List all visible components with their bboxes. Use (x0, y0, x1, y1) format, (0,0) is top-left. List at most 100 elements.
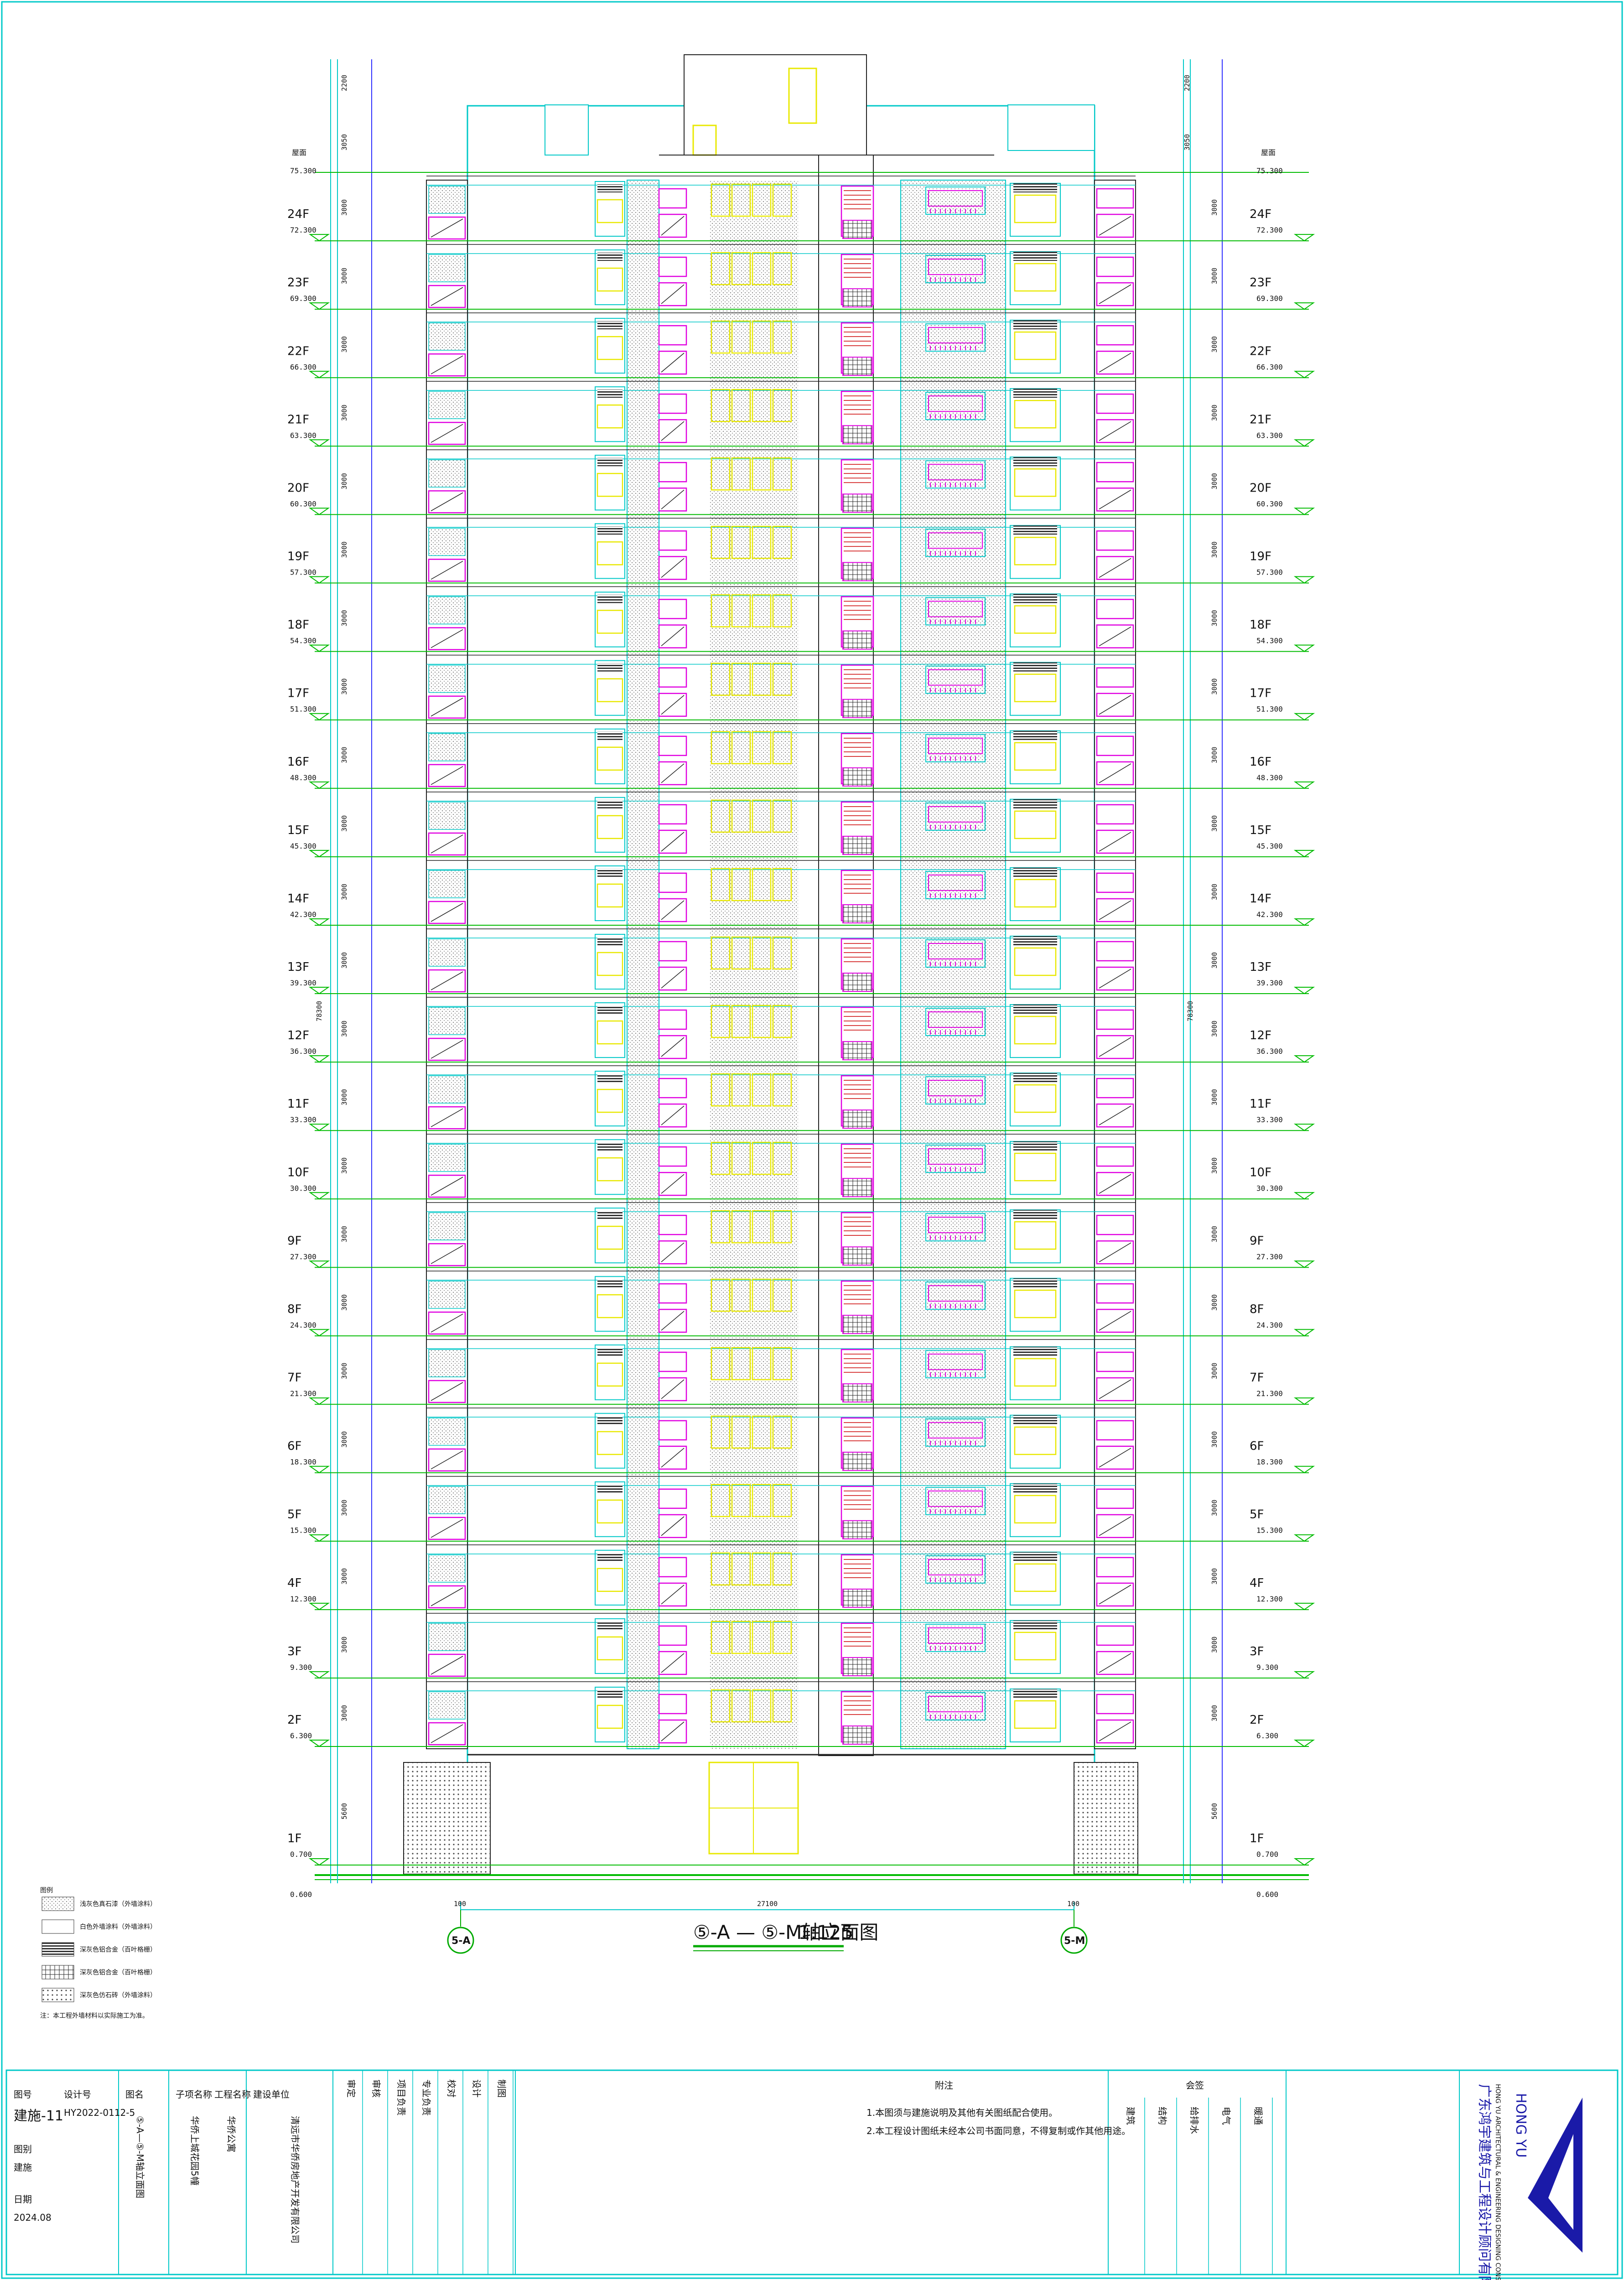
level-mark-left (308, 644, 330, 652)
level-mark-left (308, 439, 330, 447)
level-elev-left-16F: 48.300 (290, 773, 316, 782)
edge-dim-left: 100 (454, 1900, 466, 1908)
level-elev-right-3F: 9.300 (1256, 1663, 1278, 1672)
roof-window (788, 67, 817, 124)
typical-floor: 3000 3000 (340, 449, 1219, 513)
level-elev-right-15F: 45.300 (1256, 842, 1283, 850)
floor-dim-left: 3000 (340, 815, 348, 832)
level-elev-left-14F: 42.300 (290, 910, 316, 919)
level-mark-left (308, 850, 330, 858)
signoff-role-4: 校对 (446, 2079, 457, 2098)
floor-dim-left: 3000 (340, 268, 348, 284)
level-name-right-20F: 20F (1250, 481, 1271, 495)
level-elev-left-21F: 63.300 (290, 431, 316, 440)
stamp-role-4: 暖通 (1253, 2107, 1264, 2125)
level-elev-right-23F: 69.300 (1256, 294, 1283, 303)
floor-dim-left: 3000 (340, 1157, 348, 1174)
level-mark-right (1293, 1858, 1315, 1866)
signoff-role-6: 制图 (496, 2079, 507, 2098)
level-mark-left (308, 713, 330, 720)
level-mark-right (1293, 371, 1315, 378)
typical-floor: 3000 3000 (340, 244, 1219, 308)
tb-note-1: 1.本图须与建施说明及其他有关图纸配合使用。 (866, 2107, 1058, 2118)
level-name-right-8F: 8F (1250, 1302, 1264, 1316)
level-mark-left (308, 508, 330, 515)
ground-elev-left: 0.600 (290, 1890, 312, 1899)
level-mark-left (308, 918, 330, 926)
edge-dim-right: 100 (1067, 1900, 1079, 1908)
floor-dim-left: 3000 (340, 952, 348, 969)
level-name-left-16F: 16F (287, 755, 309, 769)
floor-dim-right: 3000 (1210, 1021, 1219, 1037)
level-elev-left-5F: 15.300 (290, 1526, 316, 1535)
level-mark-right (1293, 1671, 1315, 1679)
level-elev-right-1F: 0.700 (1256, 1850, 1278, 1859)
level-name-left-1F: 1F (287, 1832, 302, 1845)
level-name-right-15F: 15F (1250, 824, 1271, 837)
level-elev-left-2F: 6.300 (290, 1731, 312, 1740)
typical-floor: 3000 3000 (340, 176, 1219, 240)
tb-stage-label: 图别 (14, 2144, 32, 2155)
level-name-left-12F: 12F (287, 1029, 309, 1042)
floor-dim-left: 3000 (340, 884, 348, 900)
level-name-right-22F: 22F (1250, 344, 1271, 358)
floor-dim-right: 3000 (1210, 1363, 1219, 1379)
floor-dim-left: 3000 (340, 1021, 348, 1037)
drawing-scale: 1:125 (798, 1921, 853, 1943)
legend-swatch-3 (42, 1942, 74, 1957)
level-name-right-16F: 16F (1250, 755, 1271, 769)
stair-core (818, 155, 874, 1756)
tb-contract-no: HY2022-0112-5 (64, 2107, 135, 2118)
tb-drawing-label: 图名 (125, 2089, 144, 2100)
tb-subproject-name: 华侨上城花园5幢 (189, 2116, 200, 2186)
level-mark-right (1293, 1055, 1315, 1063)
stamp-role-0: 建筑 (1125, 2107, 1136, 2125)
legend-swatch-5 (42, 1988, 74, 2002)
level-name-right-23F: 23F (1250, 276, 1271, 290)
floor-dim-right: 3000 (1210, 1431, 1219, 1447)
level-name-right-1F: 1F (1250, 1832, 1264, 1845)
level-name-left-15F: 15F (287, 824, 309, 837)
typical-floor: 3000 3000 (340, 997, 1219, 1061)
legend-item-3: 深灰色铝合金（百叶格栅） (80, 1946, 156, 1954)
level-name-right-13F: 13F (1250, 960, 1271, 974)
level-name-right-18F: 18F (1250, 618, 1271, 632)
floor-dim-left: 3000 (340, 1089, 348, 1105)
level-mark-right (1293, 1466, 1315, 1473)
tb-notes-label: 附注 (935, 2080, 953, 2091)
top-dim-1-right: 2200 (1183, 75, 1191, 91)
level-elev-right-8F: 24.300 (1256, 1321, 1283, 1329)
level-name-left-23F: 23F (287, 276, 309, 290)
level-name-left-19F: 19F (287, 550, 309, 564)
level-mark-left (308, 1534, 330, 1542)
level-mark-left (308, 1055, 330, 1063)
right-stone-band (900, 180, 1006, 1749)
floor-dim-right: 3000 (1210, 679, 1219, 695)
top-dim-2-left: 3050 (340, 134, 348, 150)
level-name-left-4F: 4F (287, 1576, 302, 1590)
level-name-left-20F: 20F (287, 481, 309, 495)
level-name-right-5F: 5F (1250, 1508, 1264, 1522)
tb-date: 2024.08 (14, 2212, 52, 2223)
level-name-left-5F: 5F (287, 1508, 302, 1522)
level-name-right-14F: 14F (1250, 892, 1271, 906)
level-mark-right (1293, 508, 1315, 515)
legend-item-2: 白色外墙涂料（外墙涂料） (80, 1923, 156, 1931)
typical-floor: 3000 3000 (340, 1407, 1219, 1472)
level-mark-left (308, 1260, 330, 1268)
legend-note: 注：本工程外墙材料以实际施工为准。 (40, 2012, 149, 2020)
floor-dim-left: 3000 (340, 336, 348, 352)
typical-floor: 3000 3000 (340, 792, 1219, 856)
roof-machine-room (684, 54, 867, 155)
stamp-table: 建筑 结构 给排水 电气 暖通 (1125, 2098, 1273, 2275)
level-elev-right-20F: 60.300 (1256, 499, 1283, 508)
level-mark-left (308, 1466, 330, 1473)
level-elev-left-3F: 9.300 (290, 1663, 312, 1672)
stamp-role-3: 电气 (1221, 2107, 1232, 2125)
level-name-left-10F: 10F (287, 1166, 309, 1179)
tb-client-label: 建设单位 (253, 2089, 290, 2100)
typical-floor: 3000 3000 (340, 381, 1219, 445)
level-elev-left-7F: 21.300 (290, 1389, 316, 1398)
floor-dim-right: 3000 (1210, 1226, 1219, 1242)
level-elev-right-19F: 57.300 (1256, 568, 1283, 577)
